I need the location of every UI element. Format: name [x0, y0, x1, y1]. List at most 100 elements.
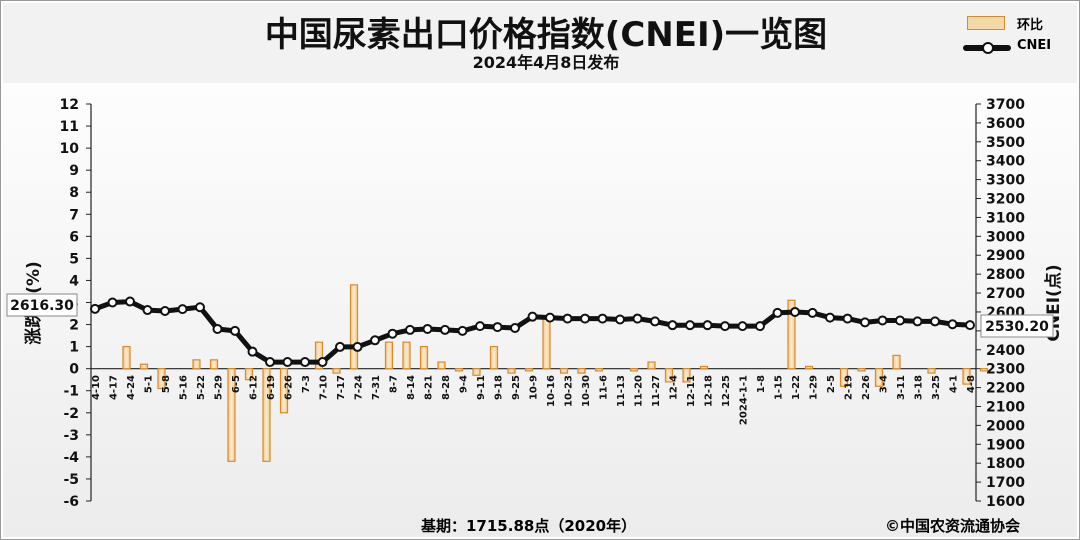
- y-right-tick-label: 2000: [986, 418, 1025, 434]
- y-left-tick-label: 4: [69, 273, 79, 289]
- cnei-point: [317, 357, 328, 368]
- bar-pct-change: [577, 368, 586, 374]
- y-right-tick-label: 1600: [986, 494, 1025, 510]
- y-right-tick-label: 3200: [986, 192, 1025, 208]
- y-right-tick-label: 2100: [986, 399, 1025, 415]
- cnei-point: [370, 335, 380, 346]
- bar-pct-change: [314, 341, 324, 370]
- bar-pct-change: [962, 368, 971, 385]
- x-tick-label: 12-18: [704, 375, 715, 407]
- y-right-tick-label: 2400: [986, 343, 1025, 359]
- cnei-point: [282, 357, 293, 368]
- x-tick-label: 7-10: [319, 375, 330, 400]
- cnei-point: [755, 321, 765, 332]
- bar-pct-change: [647, 361, 656, 370]
- bar-pct-change: [332, 368, 341, 374]
- legend-bar-swatch: [967, 16, 1005, 30]
- legend-item-bar: 环比: [959, 13, 1069, 33]
- y-left-tick-label: -2: [63, 406, 79, 422]
- y-right-tick-label: 3300: [986, 173, 1025, 189]
- cnei-point: [492, 322, 503, 333]
- bar-pct-change: [629, 368, 639, 372]
- bar-pct-change: [594, 368, 604, 372]
- y-right-tick-label: 1900: [986, 437, 1025, 453]
- cnei-point: [772, 307, 783, 318]
- x-tick-label: 5-8: [161, 375, 172, 393]
- cnei-point: [177, 304, 188, 315]
- x-tick-label: 4-1: [949, 375, 960, 393]
- x-tick-label: 12-25: [721, 375, 732, 407]
- y-right-tick-label: 3400: [986, 154, 1025, 170]
- bar-pct-change: [857, 368, 866, 372]
- x-tick-label: 8-21: [424, 375, 435, 400]
- x-tick-label: 1-29: [809, 375, 820, 400]
- bar-pct-change: [507, 368, 516, 374]
- line-series: [90, 296, 975, 368]
- cnei-point: [195, 302, 205, 313]
- x-tick-label: 9-25: [511, 375, 522, 400]
- y-right-tick-label: 3600: [986, 116, 1025, 132]
- callout-last-value: 2530.20: [985, 319, 1049, 335]
- x-tick-label: 9-11: [476, 375, 487, 400]
- bar-pct-change: [279, 368, 289, 414]
- y-left-tick-label: 2: [69, 318, 79, 334]
- x-tick-label: 1-22: [791, 375, 802, 400]
- y-left-tick-label: 12: [60, 97, 79, 113]
- bar-pct-change: [839, 368, 849, 387]
- x-tick-label: 7-24: [354, 375, 365, 400]
- cnei-point: [160, 306, 170, 317]
- bar-pct-change: [542, 315, 551, 370]
- bar-pct-change: [787, 299, 796, 370]
- x-tick-label: 3-18: [914, 375, 925, 400]
- x-tick-labels: 4-10 4-17 4-24 5-1 5-8 5-16 5-22 5-29 6-5 6-12 6-1…: [91, 375, 977, 425]
- bar-pct-change: [927, 368, 936, 374]
- y-right-tick-label: 2300: [986, 362, 1025, 378]
- bar-pct-change: [437, 361, 446, 370]
- cnei-point: [807, 307, 818, 318]
- cnei-point: [842, 313, 853, 324]
- y-left-tick-label: -3: [63, 428, 79, 444]
- cnei-point: [825, 312, 835, 323]
- cnei-point: [387, 328, 398, 339]
- legend-line-label: CNEI: [1017, 38, 1052, 53]
- bar-pct-change: [454, 368, 464, 372]
- cnei-point: [247, 346, 258, 357]
- callout-first-value: 2616.30: [10, 298, 74, 314]
- bar-pct-change: [209, 359, 219, 370]
- x-tick-label: 11-13: [616, 375, 627, 407]
- cnei-point: [650, 316, 660, 327]
- x-tick-label: 9-18: [494, 375, 505, 400]
- x-tick-label: 11-27: [651, 375, 662, 407]
- bar-pct-change: [874, 368, 884, 387]
- bar-pct-change: [419, 346, 429, 370]
- y-right-tick-label: 2800: [986, 267, 1025, 283]
- y-left-tick-label: 6: [69, 229, 79, 245]
- cnei-point: [737, 321, 748, 332]
- bar-pct-change: [227, 368, 236, 462]
- y-left-tick-label: 8: [69, 185, 79, 201]
- cnei-point: [107, 297, 118, 308]
- x-tick-label: 5-22: [196, 375, 207, 400]
- x-tick-label: 8-7: [389, 375, 400, 393]
- bar-pct-change: [472, 368, 481, 376]
- cnei-point: [632, 313, 643, 324]
- y-left-tick-label: -4: [63, 450, 79, 466]
- x-tick-label: 9-4: [459, 375, 470, 393]
- x-tick-label: 7-17: [336, 375, 347, 400]
- cnei-point: [667, 320, 678, 331]
- bar-pct-change: [122, 346, 131, 370]
- cnei-point: [230, 325, 240, 336]
- cnei-point: [527, 311, 538, 322]
- x-tick-label: 5-16: [179, 375, 190, 400]
- cnei-point: [265, 357, 275, 368]
- callout-first-box: [6, 293, 78, 317]
- cnei-point: [562, 313, 573, 324]
- y-left-tick-label: 11: [60, 119, 79, 135]
- y-right-tick-label: 1800: [986, 456, 1025, 472]
- y-right-tick-label: 2200: [986, 381, 1025, 397]
- cnei-point: [212, 323, 223, 334]
- legend-line-marker: [982, 42, 994, 54]
- y-left-tick-label: 7: [69, 207, 79, 223]
- cnei-point: [965, 320, 975, 331]
